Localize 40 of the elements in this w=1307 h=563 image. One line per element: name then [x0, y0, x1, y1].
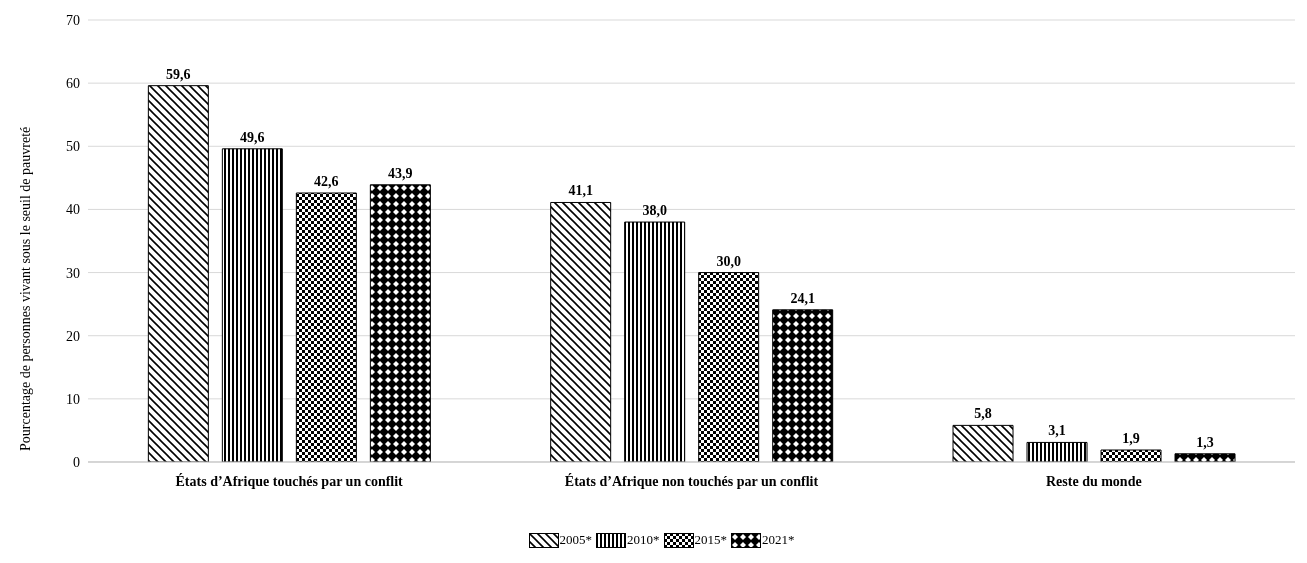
data-label: 49,6 — [240, 129, 265, 145]
bar — [772, 309, 834, 462]
bar — [147, 85, 209, 462]
data-label: 1,9 — [1122, 431, 1140, 446]
y-tick-label: 40 — [66, 202, 80, 218]
data-label: 43,9 — [388, 165, 413, 181]
data-label: 42,6 — [314, 174, 339, 190]
data-label: 59,6 — [166, 66, 191, 82]
x-tick-label: États d’Afrique non touchés par un conflit — [564, 472, 819, 489]
data-label: 30,0 — [716, 253, 741, 269]
bar — [698, 272, 760, 462]
bar — [1174, 453, 1236, 462]
bar — [221, 148, 283, 462]
y-tick-label: 50 — [66, 139, 80, 155]
data-label: 38,0 — [642, 203, 667, 219]
data-label: 3,1 — [1048, 423, 1066, 439]
y-tick-label: 0 — [73, 454, 80, 470]
legend-label: 2021* — [761, 532, 795, 548]
y-tick-label: 70 — [66, 12, 80, 28]
bar — [624, 221, 686, 462]
bar — [550, 201, 612, 462]
legend-label: 2015* — [693, 532, 727, 548]
y-tick-label: 60 — [66, 76, 80, 92]
legend-label: 2005* — [558, 532, 592, 548]
bar — [1100, 449, 1162, 462]
data-label: 41,1 — [568, 183, 593, 199]
y-axis-title: Pourcentage de personnes vivant sous le seuil de pauvreté — [17, 126, 33, 451]
data-label: 24,1 — [790, 290, 815, 306]
y-tick-label: 20 — [66, 328, 80, 344]
x-tick-label: Reste du monde — [1046, 473, 1142, 489]
bar — [369, 184, 431, 462]
x-tick-label: États d’Afrique touchés par un conflit — [175, 472, 404, 489]
bar — [1026, 441, 1088, 462]
legend-label: 2010* — [626, 532, 660, 548]
bar — [952, 424, 1014, 462]
data-label: 1,3 — [1196, 434, 1214, 450]
y-tick-label: 10 — [66, 391, 80, 407]
y-tick-label: 30 — [66, 265, 80, 281]
data-label: 5,8 — [974, 406, 992, 422]
bar — [295, 192, 357, 462]
